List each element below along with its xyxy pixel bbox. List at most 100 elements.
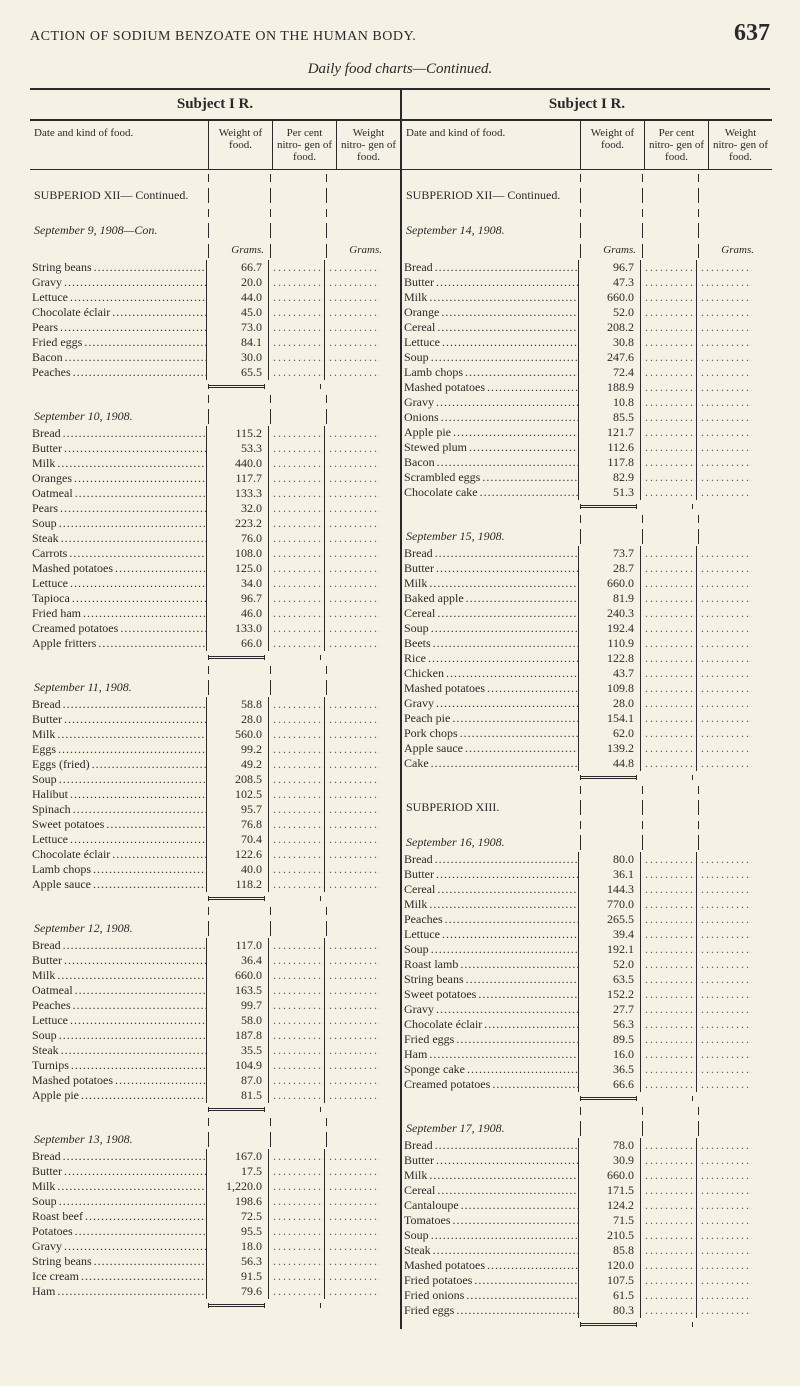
food-percent [269,998,325,1013]
food-row: Apple fritters66.0 [30,636,400,651]
food-nweight [325,1028,380,1043]
food-row: Chicken43.7 [402,666,772,681]
header-nweight: Weight nitro- gen of food. [709,121,772,169]
food-name: Creamed potatoes [404,1077,490,1091]
food-weight: 80.0 [578,852,641,867]
food-percent [269,636,325,651]
column-headers-left: Date and kind of food. Weight of food. P… [30,120,400,170]
food-percent [641,897,697,912]
food-weight: 32.0 [206,501,269,516]
food-row: Fried ham46.0 [30,606,400,621]
food-row: Butter17.5 [30,1164,400,1179]
food-row: Fried onions61.5 [402,1288,772,1303]
food-row: Chocolate cake51.3 [402,485,772,500]
food-row: Chocolate éclair122.6 [30,847,400,862]
food-weight: 39.4 [578,927,641,942]
food-percent [269,591,325,606]
food-weight: 99.2 [206,742,269,757]
food-weight: 152.2 [578,987,641,1002]
food-nweight [697,425,752,440]
food-weight: 30.9 [578,1153,641,1168]
food-weight: 91.5 [206,1269,269,1284]
food-percent [641,621,697,636]
food-nweight [325,1284,380,1299]
food-row: Gravy27.7 [402,1002,772,1017]
food-row: Eggs (fried)49.2 [30,757,400,772]
food-row: Soup223.2 [30,516,400,531]
food-nweight [325,441,380,456]
food-weight: 20.0 [206,275,269,290]
food-nweight [697,290,752,305]
food-name: Soup [32,1194,57,1208]
food-weight: 770.0 [578,897,641,912]
food-percent [269,275,325,290]
food-weight: 85.5 [578,410,641,425]
food-name: Soup [32,1028,57,1042]
food-percent [269,847,325,862]
food-name: Milk [404,576,427,590]
food-nweight [325,471,380,486]
food-weight: 208.2 [578,320,641,335]
food-weight: 95.7 [206,802,269,817]
food-percent [641,1138,697,1153]
food-percent [269,516,325,531]
food-nweight [325,968,380,983]
food-nweight [325,1224,380,1239]
food-name: Bread [404,852,433,866]
food-name: Mashed potatoes [32,561,113,575]
food-row: Bread115.2 [30,426,400,441]
food-name: Gravy [404,395,434,409]
food-name: Chocolate éclair [32,305,110,319]
food-weight: 99.7 [206,998,269,1013]
food-row: Mashed potatoes109.8 [402,681,772,696]
food-nweight [697,440,752,455]
food-percent [641,882,697,897]
subject-title-right: Subject I R. [402,90,772,119]
header-weight: Weight of food. [209,121,273,169]
food-name: Peaches [404,912,443,926]
food-name: Butter [32,712,62,726]
food-nweight [325,531,380,546]
food-percent [641,696,697,711]
food-nweight [325,953,380,968]
food-nweight [697,365,752,380]
food-nweight [697,1288,752,1303]
food-nweight [325,636,380,651]
food-row: Oranges117.7 [30,471,400,486]
food-percent [269,877,325,892]
food-row: Soup187.8 [30,1028,400,1043]
food-row: Butter47.3 [402,275,772,290]
food-weight: 154.1 [578,711,641,726]
food-weight: 660.0 [578,576,641,591]
food-nweight [697,957,752,972]
food-row: Steak76.0 [30,531,400,546]
section-title: SUBPERIOD XII— Continued. [34,188,188,202]
food-nweight [325,772,380,787]
food-percent [641,957,697,972]
food-percent [641,666,697,681]
food-nweight [325,998,380,1013]
food-weight: 51.3 [578,485,641,500]
food-row: Creamed potatoes66.6 [402,1077,772,1092]
food-nweight [325,817,380,832]
food-percent [269,456,325,471]
food-percent [269,486,325,501]
food-nweight [325,1149,380,1164]
food-percent [641,1032,697,1047]
food-weight: 198.6 [206,1194,269,1209]
food-nweight [325,546,380,561]
food-percent [641,561,697,576]
food-percent [269,335,325,350]
food-weight: 121.7 [578,425,641,440]
food-nweight [697,867,752,882]
food-name: Apple sauce [32,877,91,891]
food-weight: 95.5 [206,1224,269,1239]
food-row: Apple pie81.5 [30,1088,400,1103]
food-nweight [697,350,752,365]
food-row: Ice cream91.5 [30,1269,400,1284]
food-nweight [325,335,380,350]
food-nweight [325,757,380,772]
food-weight: 144.3 [578,882,641,897]
date-heading: September 17, 1908. [402,1117,772,1138]
food-name: Steak [32,1043,59,1057]
